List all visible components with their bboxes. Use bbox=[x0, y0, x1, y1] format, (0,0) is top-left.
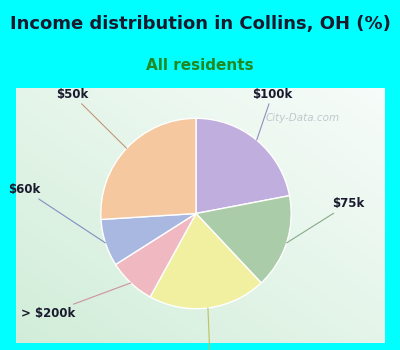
Text: $100k: $100k bbox=[252, 88, 292, 140]
Text: All residents: All residents bbox=[146, 58, 254, 73]
Wedge shape bbox=[150, 214, 261, 309]
Wedge shape bbox=[101, 118, 196, 219]
Text: City-Data.com: City-Data.com bbox=[266, 113, 340, 123]
Wedge shape bbox=[196, 118, 290, 214]
Text: Income distribution in Collins, OH (%): Income distribution in Collins, OH (%) bbox=[10, 15, 390, 34]
Text: $60k: $60k bbox=[8, 183, 106, 243]
Text: $75k: $75k bbox=[286, 197, 364, 243]
Wedge shape bbox=[101, 214, 196, 265]
Text: $50k: $50k bbox=[56, 88, 127, 148]
Text: > $200k: > $200k bbox=[21, 283, 131, 320]
Wedge shape bbox=[116, 214, 196, 297]
Wedge shape bbox=[196, 196, 291, 283]
Text: $150k: $150k bbox=[190, 308, 230, 350]
